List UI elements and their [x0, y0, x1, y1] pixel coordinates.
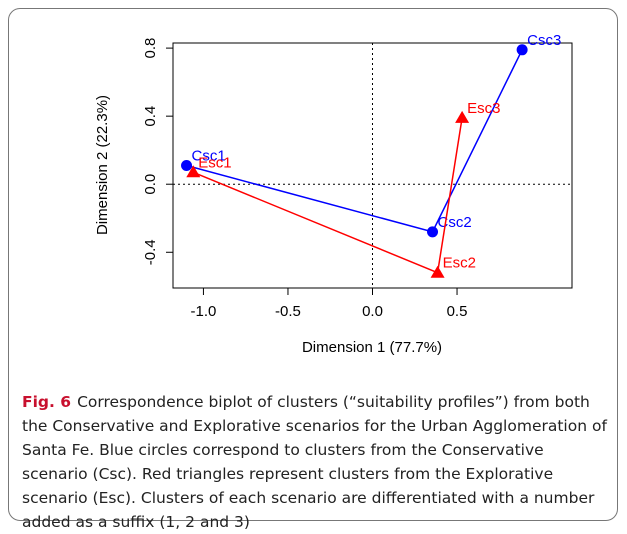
caption-label: Fig. 6: [22, 393, 72, 411]
point-label: Esc2: [443, 255, 476, 272]
point: [427, 226, 439, 238]
point: [181, 160, 193, 171]
point-label: Csc1: [192, 147, 226, 164]
x-tick-label: 0.0: [362, 303, 383, 320]
point-label: Esc1: [198, 154, 231, 171]
point: [186, 165, 201, 178]
series-line: [186, 49, 523, 233]
y-tick-label: 0.8: [142, 38, 159, 59]
series-line: [193, 117, 463, 274]
x-tick-label: -1.0: [191, 303, 217, 320]
point-label: Csc2: [438, 214, 472, 231]
x-axis-label: Dimension 1 (77.7%): [302, 339, 442, 356]
y-tick-label: 0.4: [142, 106, 159, 127]
point: [455, 110, 470, 123]
caption-text: Correspondence biplot of clusters (“suit…: [22, 393, 607, 531]
point-label: Csc3: [527, 32, 561, 49]
caption: Fig. 6 Correspondence biplot of clusters …: [22, 390, 607, 534]
figure-frame: [8, 8, 618, 521]
point-label: Esc3: [467, 100, 500, 117]
y-tick-label: 0.0: [142, 174, 159, 195]
x-tick-label: -0.5: [275, 303, 301, 320]
point: [516, 44, 528, 56]
y-axis-label: Dimension 2 (22.3%): [94, 95, 111, 235]
x-tick-label: 0.5: [447, 303, 468, 320]
point: [430, 265, 445, 278]
y-tick-label: -0.4: [142, 239, 159, 265]
chart: Dimension 1 (77.7%) Dimension 2 (22.3%) …: [94, 32, 573, 356]
